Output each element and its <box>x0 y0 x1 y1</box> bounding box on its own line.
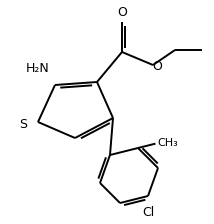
Text: H₂N: H₂N <box>26 62 50 75</box>
Text: O: O <box>117 6 127 19</box>
Text: CH₃: CH₃ <box>158 138 178 148</box>
Text: O: O <box>152 60 162 73</box>
Text: Cl: Cl <box>142 205 154 218</box>
Text: S: S <box>19 118 27 131</box>
